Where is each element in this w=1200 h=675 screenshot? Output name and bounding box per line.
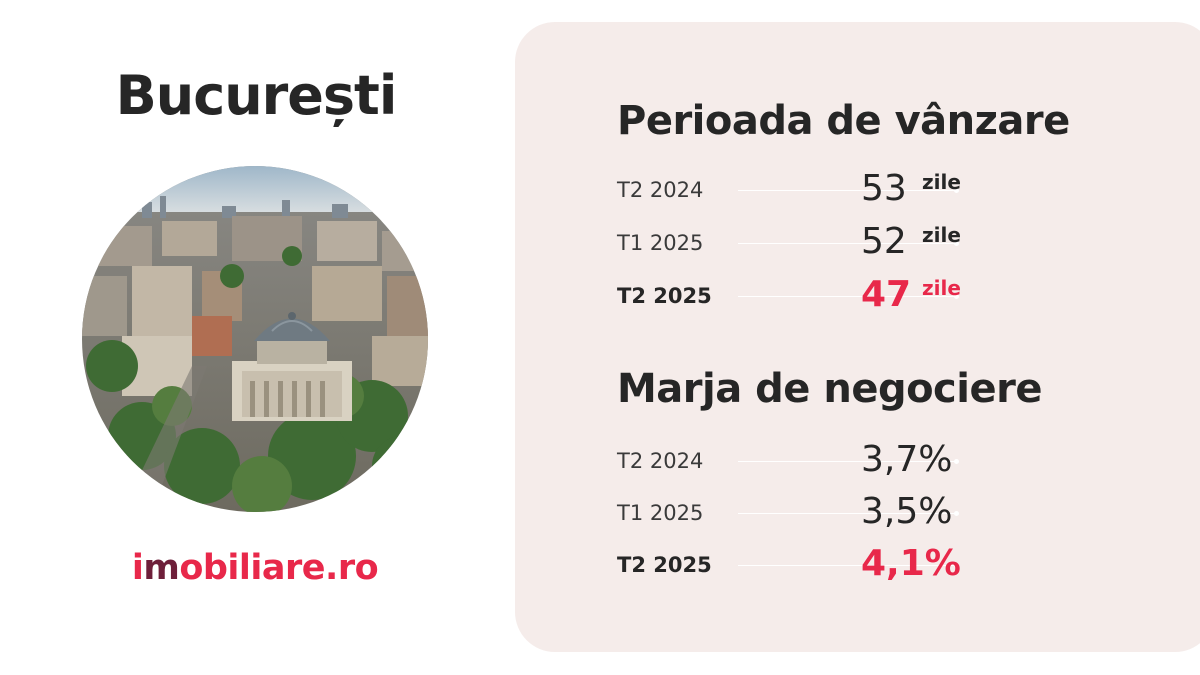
margin-value: 3,5%: [861, 491, 953, 532]
connector-dot: [954, 188, 959, 193]
days-unit: zile: [922, 223, 961, 247]
city-aerial-photo: [82, 166, 428, 512]
period-label: T1 2025: [617, 501, 704, 525]
days-unit: zile: [922, 276, 961, 300]
margin-value: 3,7%: [861, 439, 953, 480]
connector-line: [738, 565, 956, 566]
connector-dot: [954, 563, 959, 568]
stats-panel: [515, 22, 1200, 652]
city-title: București: [115, 64, 398, 127]
sale-period-row: T2 2024 53 zile: [617, 168, 1177, 212]
days-value: 52: [861, 221, 907, 262]
negotiation-margin-row-current: T2 2025 4,1%: [617, 543, 1177, 587]
period-label: T2 2024: [617, 178, 704, 202]
margin-value: 4,1%: [861, 543, 961, 584]
connector-line: [738, 190, 956, 191]
connector-line: [738, 461, 956, 462]
sale-period-row-current: T2 2025 47 zile: [617, 274, 1177, 318]
days-value: 53: [861, 168, 907, 209]
connector-line: [738, 243, 956, 244]
sale-period-title: Perioada de vânzare: [617, 98, 1070, 144]
brand-logo-rest: obiliare.ro: [179, 548, 379, 588]
connector-dot: [954, 459, 959, 464]
connector-dot: [954, 511, 959, 516]
negotiation-margin-row: T2 2024 3,7%: [617, 439, 1177, 483]
brand-logo-i: i: [131, 548, 144, 588]
brand-logo[interactable]: imobiliare.ro: [0, 548, 510, 588]
negotiation-margin-title: Marja de negociere: [617, 366, 1042, 412]
period-label: T2 2025: [617, 284, 712, 308]
brand-logo-m: m: [143, 548, 180, 588]
period-label: T2 2024: [617, 449, 704, 473]
days-unit: zile: [922, 170, 961, 194]
negotiation-margin-row: T1 2025 3,5%: [617, 491, 1177, 535]
connector-dot: [954, 294, 959, 299]
period-label: T1 2025: [617, 231, 704, 255]
connector-line: [738, 513, 956, 514]
sale-period-row: T1 2025 52 zile: [617, 221, 1177, 265]
connector-line: [738, 296, 956, 297]
connector-dot: [954, 241, 959, 246]
period-label: T2 2025: [617, 553, 712, 577]
days-value: 47: [861, 274, 912, 315]
